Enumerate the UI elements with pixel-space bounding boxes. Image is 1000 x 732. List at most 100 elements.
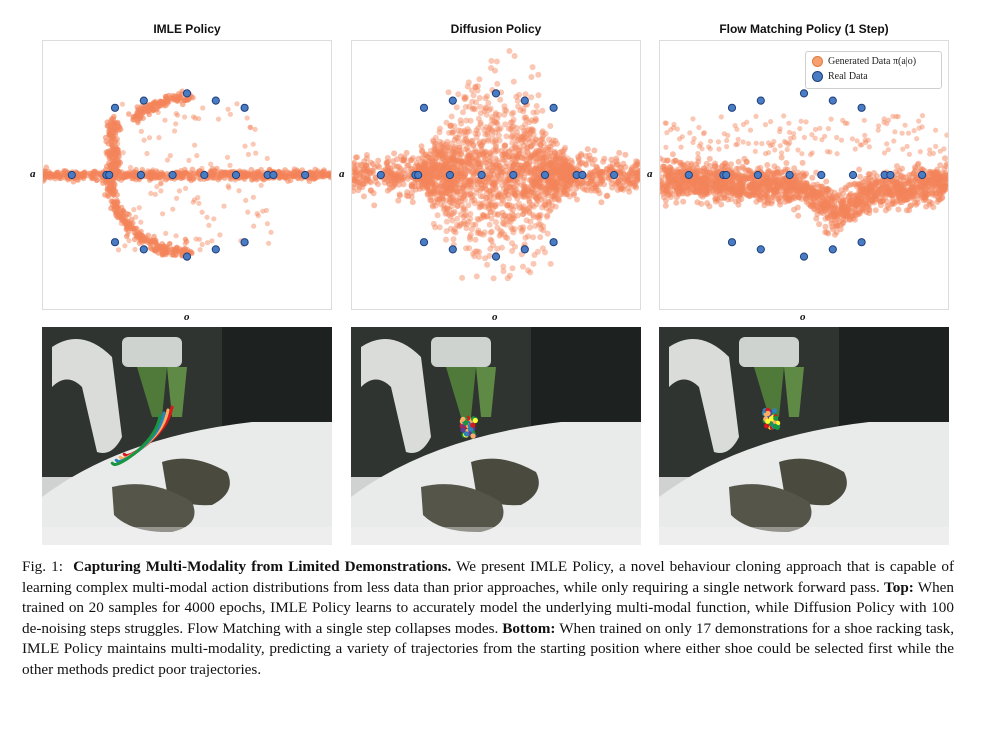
generated-point (619, 185, 626, 192)
generated-point (475, 227, 482, 234)
generated-point (521, 138, 528, 145)
generated-point (106, 155, 113, 162)
generated-point (449, 129, 456, 136)
generated-point (526, 199, 533, 206)
generated-point (511, 191, 518, 197)
generated-point (508, 134, 515, 141)
generated-point (452, 175, 458, 182)
generated-point (522, 134, 528, 141)
generated-point (375, 181, 381, 188)
generated-point (622, 176, 629, 183)
generated-point (115, 140, 121, 147)
generated-point (515, 150, 522, 157)
generated-point (560, 152, 567, 159)
generated-point (430, 138, 437, 145)
generated-point (452, 180, 459, 187)
generated-point (446, 129, 453, 136)
generated-point (550, 141, 557, 148)
generated-point (458, 170, 465, 177)
generated-point (783, 160, 790, 166)
generated-point (542, 190, 548, 197)
generated-point (429, 160, 436, 167)
generated-point (268, 229, 274, 235)
generated-point (528, 117, 535, 124)
generated-point (449, 200, 456, 206)
generated-point (706, 203, 713, 210)
generated-point (443, 159, 450, 166)
generated-point (471, 106, 478, 113)
generated-point (478, 215, 485, 222)
generated-point (467, 177, 474, 184)
generated-point (567, 174, 573, 181)
generated-point (667, 164, 673, 171)
generated-point (460, 161, 467, 168)
generated-point (522, 188, 529, 195)
generated-point (451, 226, 458, 232)
generated-point (548, 140, 555, 146)
generated-point (422, 181, 429, 188)
generated-point (457, 127, 464, 134)
generated-point (544, 190, 551, 197)
generated-point (145, 105, 152, 111)
generated-point (513, 152, 520, 159)
generated-point (105, 180, 112, 186)
generated-point (455, 127, 462, 134)
generated-point (433, 140, 440, 147)
generated-point (476, 178, 483, 185)
generated-point (467, 178, 474, 185)
generated-point (532, 179, 539, 186)
generated-point (588, 155, 594, 162)
generated-point (437, 189, 444, 196)
generated-point (430, 137, 437, 144)
generated-point (424, 154, 431, 160)
generated-point (436, 185, 442, 191)
generated-point (527, 154, 534, 161)
generated-point (398, 153, 404, 160)
generated-point (163, 230, 169, 236)
generated-point (431, 166, 438, 173)
generated-point (440, 173, 447, 180)
generated-point (509, 119, 516, 126)
generated-point (549, 178, 556, 185)
generated-point (557, 161, 564, 168)
generated-point (527, 218, 534, 225)
generated-point (501, 151, 508, 158)
generated-point (941, 165, 948, 172)
generated-point (816, 221, 823, 228)
generated-point (530, 214, 537, 220)
generated-point (422, 161, 429, 168)
generated-point (125, 232, 131, 238)
generated-point (444, 184, 451, 191)
generated-point (464, 159, 471, 166)
generated-point (148, 246, 155, 252)
scatter-plot-imle (42, 40, 332, 310)
generated-point (502, 171, 509, 178)
generated-point (443, 218, 450, 225)
generated-point (430, 159, 437, 166)
generated-point (484, 213, 491, 220)
generated-point (160, 211, 166, 217)
generated-point (140, 115, 146, 121)
generated-point (566, 193, 573, 200)
generated-point (486, 174, 493, 181)
generated-point (446, 186, 453, 193)
generated-point (561, 160, 568, 167)
generated-point (461, 127, 468, 134)
generated-point (160, 176, 166, 182)
generated-point (735, 158, 742, 165)
generated-point (463, 225, 470, 232)
generated-point (421, 163, 428, 170)
generated-point (495, 211, 502, 217)
generated-point (488, 191, 495, 198)
generated-point (504, 235, 511, 242)
generated-point (537, 234, 544, 241)
generated-point (488, 201, 494, 208)
generated-point (516, 200, 523, 207)
generated-point (490, 147, 497, 154)
generated-point (549, 169, 556, 176)
generated-point (452, 143, 459, 150)
real-data-point (477, 170, 486, 180)
generated-point (496, 126, 503, 133)
generated-point (431, 145, 438, 152)
generated-point (445, 156, 452, 163)
